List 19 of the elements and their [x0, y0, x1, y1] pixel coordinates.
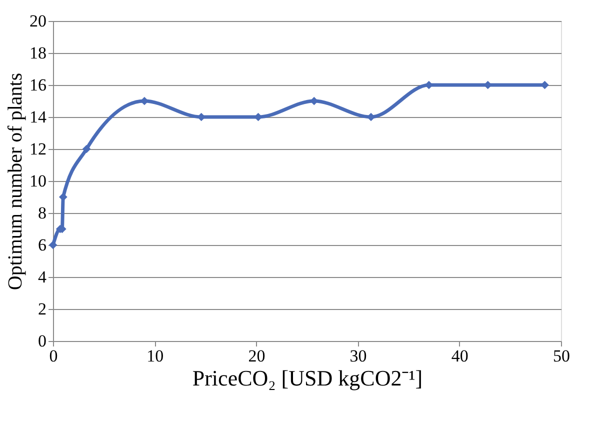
y-tick-label: 20 [30, 12, 46, 30]
x-axis-title: PriceCO₂ [USD kgCO2⁻¹] [192, 366, 423, 390]
y-tick-label: 2 [38, 300, 46, 318]
x-tick-label: 40 [451, 346, 468, 366]
x-tick-label: 30 [350, 346, 367, 366]
y-axis-title: Optimum number of plants [4, 72, 26, 290]
x-tick-label: 50 [553, 346, 570, 366]
y-tick-label: 6 [38, 236, 46, 254]
y-tick-label: 18 [30, 44, 46, 62]
y-tick-label: 12 [30, 140, 46, 158]
y-tick-label: 0 [38, 332, 46, 350]
y-tick-label: 14 [30, 108, 47, 126]
y-tick-label: 16 [30, 76, 46, 94]
x-tick-label: 20 [248, 346, 266, 366]
y-tick-label: 10 [30, 172, 46, 190]
y-tick-label: 8 [38, 204, 46, 222]
point [82, 144, 91, 154]
y-tick-label: 4 [38, 268, 47, 286]
x-tick-label: 10 [146, 346, 164, 366]
